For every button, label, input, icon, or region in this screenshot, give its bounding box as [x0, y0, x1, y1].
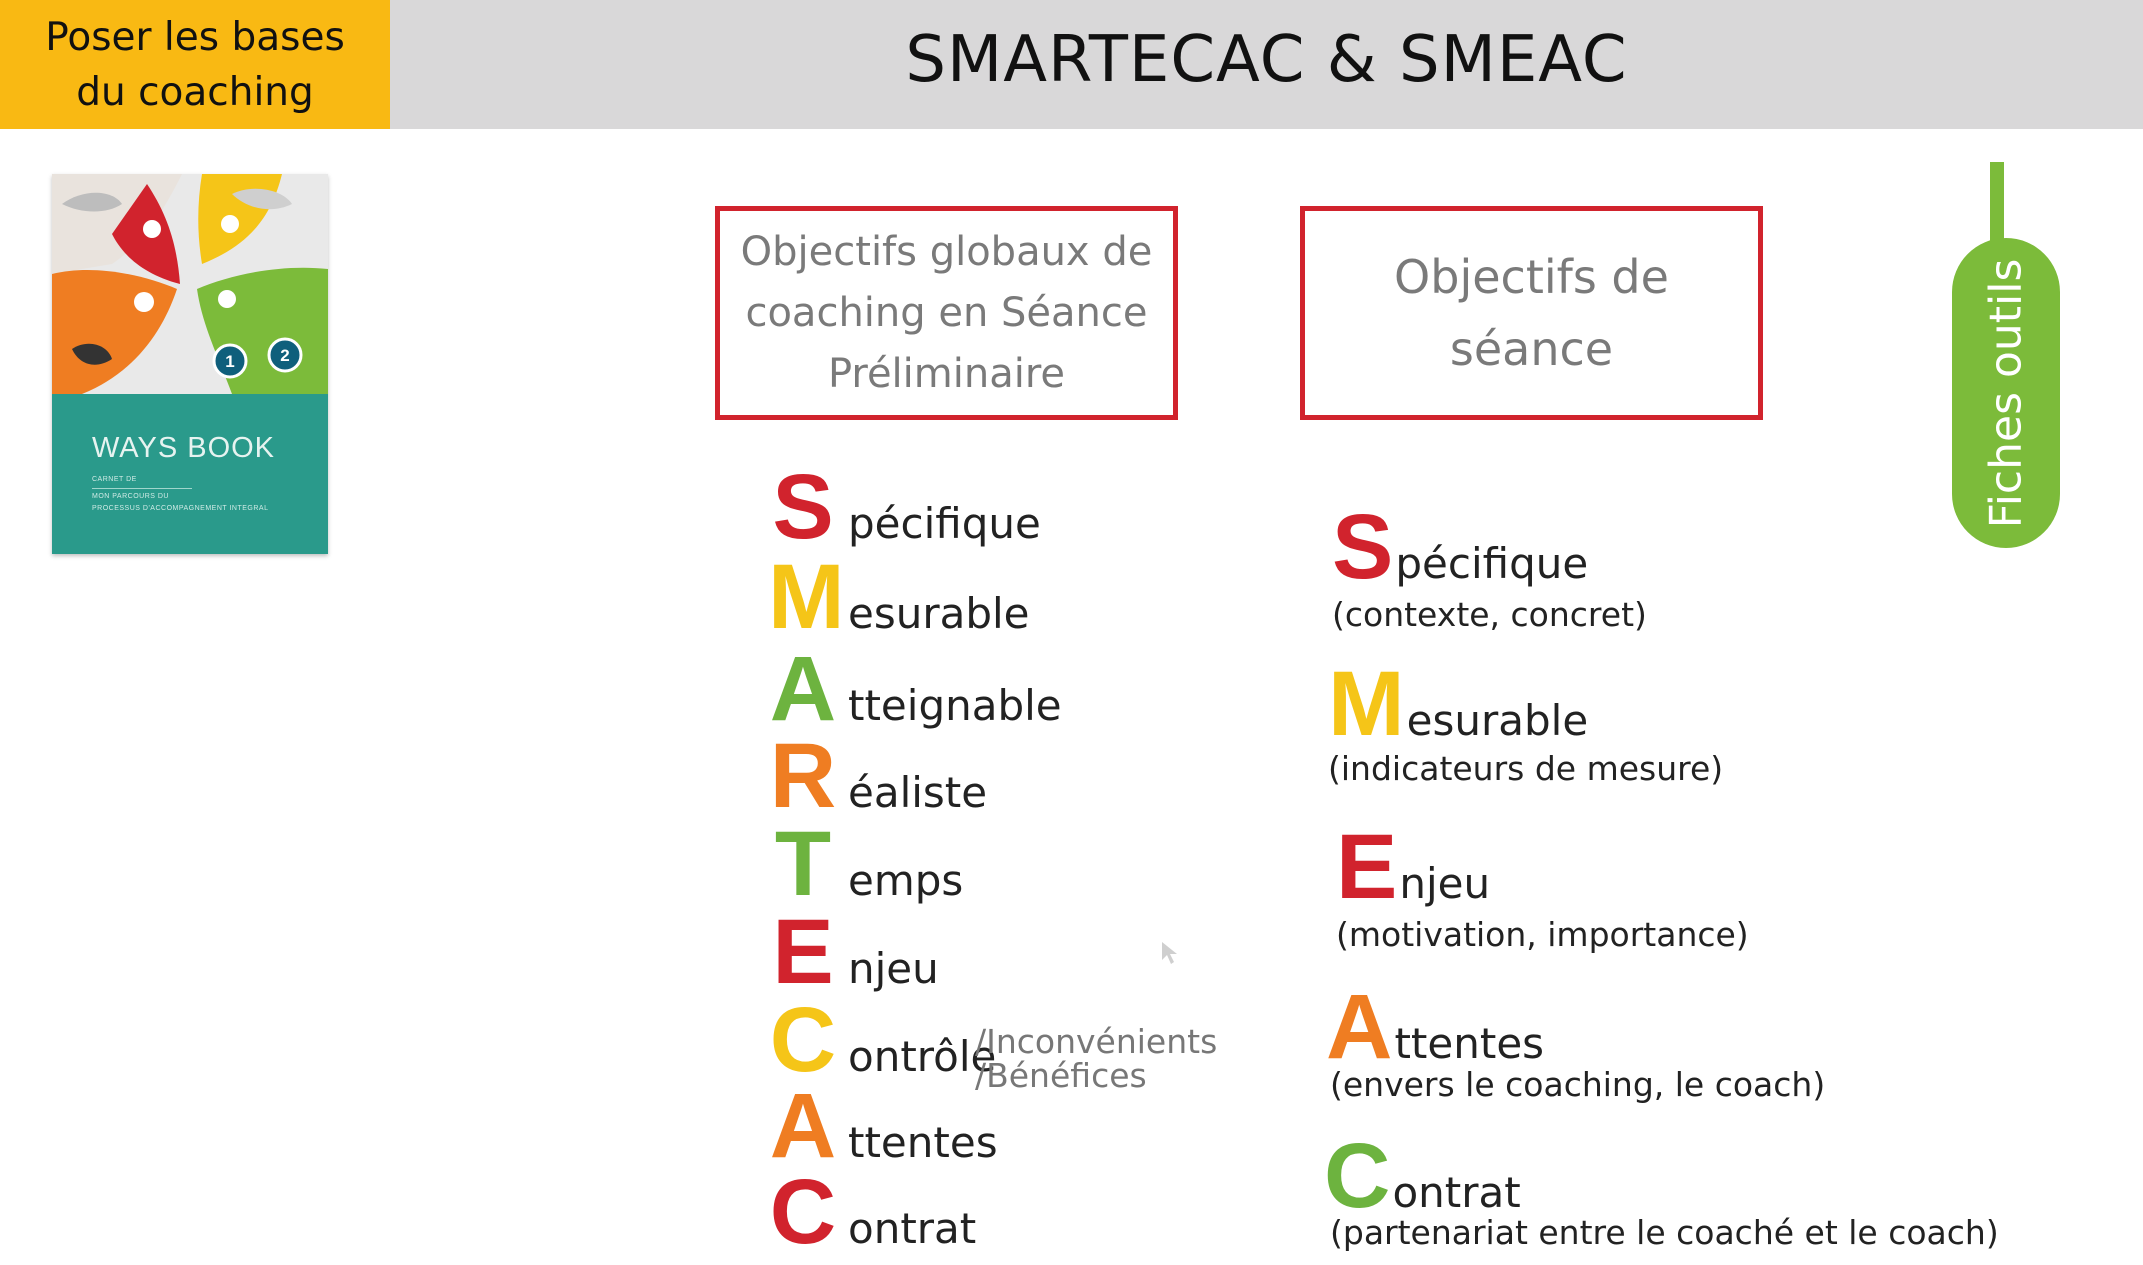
controle-extra: /Inconvénients /Bénéfices [975, 1025, 1217, 1093]
book-badge-1: 1 [225, 352, 234, 371]
smeac-row-m: M esurable [1328, 652, 1588, 757]
book-cover-art: 1 2 [52, 174, 328, 394]
smeac-note-s: (contexte, concret) [1332, 595, 1647, 634]
controle-extra-line2: /Bénéfices [975, 1056, 1147, 1095]
smartecac-letter: S [772, 456, 834, 558]
smartecac-word: tteignable [848, 681, 1062, 730]
book-sub-line2: MON PARCOURS DU [92, 493, 169, 500]
global-objectives-line1: Objectifs globaux de [740, 228, 1153, 275]
book-badge-2: 2 [280, 346, 289, 365]
smeac-letter: E [1336, 816, 1398, 918]
smartecac-word: ttentes [848, 1118, 998, 1167]
smartecac-word: esurable [848, 589, 1030, 638]
session-objectives-line1: Objectifs de [1394, 250, 1669, 304]
smeac-row-a: A ttentes [1326, 975, 1544, 1080]
global-objectives-line2: coaching en Séance [745, 289, 1148, 336]
smartecac-letter: A [769, 638, 837, 740]
smartecac-letter: M [768, 546, 845, 648]
smartecac-letter: R [769, 725, 837, 827]
smartecac-row-r: R éaliste [768, 724, 987, 829]
smeac-row-c: C ontrat [1324, 1124, 1521, 1229]
smeac-word: ttentes [1394, 1019, 1545, 1068]
book-sub-line1: CARNET DE [92, 476, 137, 483]
book-title: WAYS BOOK [92, 432, 276, 464]
section-tag-line1: Poser les bases [45, 14, 345, 60]
smeac-letter: C [1324, 1125, 1391, 1227]
smartecac-word: ontrôle [848, 1032, 997, 1081]
smartecac-row-c1: C ontrôle [768, 988, 997, 1093]
controle-extra-line1: /Inconvénients [975, 1022, 1218, 1061]
smartecac-letter: A [769, 1075, 837, 1177]
smeac-letter: S [1332, 496, 1394, 598]
section-tag-line2: du coaching [76, 69, 314, 115]
smartecac-word: éaliste [848, 768, 988, 817]
smeac-row-s: S pécifique [1332, 495, 1588, 600]
smartecac-letter: T [774, 813, 832, 915]
smartecac-letter: E [772, 901, 834, 1003]
tools-tab-label: Fiches outils [1980, 258, 2032, 528]
smeac-letter: A [1326, 976, 1393, 1078]
tools-tab-stem [1990, 162, 2004, 252]
smeac-note-c: (partenariat entre le coaché et le coach… [1330, 1213, 1999, 1252]
smartecac-row-t: T emps [768, 812, 963, 917]
book-subtitle: CARNET DE MON PARCOURS DU PROCESSUS D'AC… [92, 474, 292, 515]
section-tag: Poser les bases du coaching [0, 0, 390, 129]
global-objectives-line3: Préliminaire [827, 350, 1066, 397]
smartecac-row-a: A tteignable [768, 637, 1062, 742]
tools-tab[interactable]: Fiches outils [1952, 238, 2060, 548]
smeac-note-e: (motivation, importance) [1336, 915, 1749, 954]
smeac-word: esurable [1406, 696, 1589, 745]
smartecac-letter: C [769, 989, 837, 1091]
smeac-note-a: (envers le coaching, le coach) [1330, 1065, 1826, 1104]
smartecac-row-e: E njeu [768, 900, 939, 1005]
book-sub-rule [92, 488, 192, 489]
smeac-note-m: (indicateurs de mesure) [1328, 749, 1724, 788]
smartecac-row-a2: A ttentes [768, 1074, 998, 1179]
ways-book-cover: 1 2 WAYS BOOK CARNET DE MON PARCOURS DU … [52, 174, 328, 554]
smartecac-word: ontrat [848, 1204, 977, 1253]
smartecac-word: emps [848, 856, 964, 905]
slide-title: SMARTECAC & SMEAC [905, 23, 1628, 97]
smeac-word: pécifique [1395, 539, 1589, 588]
smeac-letter: M [1328, 653, 1405, 755]
cursor-icon [1162, 942, 1177, 964]
smeac-word: njeu [1399, 859, 1491, 908]
smartecac-word: njeu [848, 944, 939, 993]
smeac-row-e: E njeu [1336, 815, 1490, 920]
smartecac-row-s: S pécifique [768, 455, 1041, 560]
session-objectives-box: Objectifs de séance [1300, 206, 1763, 420]
smartecac-row-m: M esurable [768, 545, 1030, 650]
book-sub-line3: PROCESSUS D'ACCOMPAGNEMENT INTEGRAL [92, 505, 269, 512]
session-objectives-line2: séance [1449, 322, 1614, 376]
global-objectives-box: Objectifs globaux de coaching en Séance … [715, 206, 1178, 420]
smartecac-row-c2: C ontrat [768, 1160, 977, 1265]
smartecac-word: pécifique [848, 499, 1041, 548]
smartecac-letter: C [769, 1161, 837, 1263]
smeac-word: ontrat [1392, 1168, 1521, 1217]
